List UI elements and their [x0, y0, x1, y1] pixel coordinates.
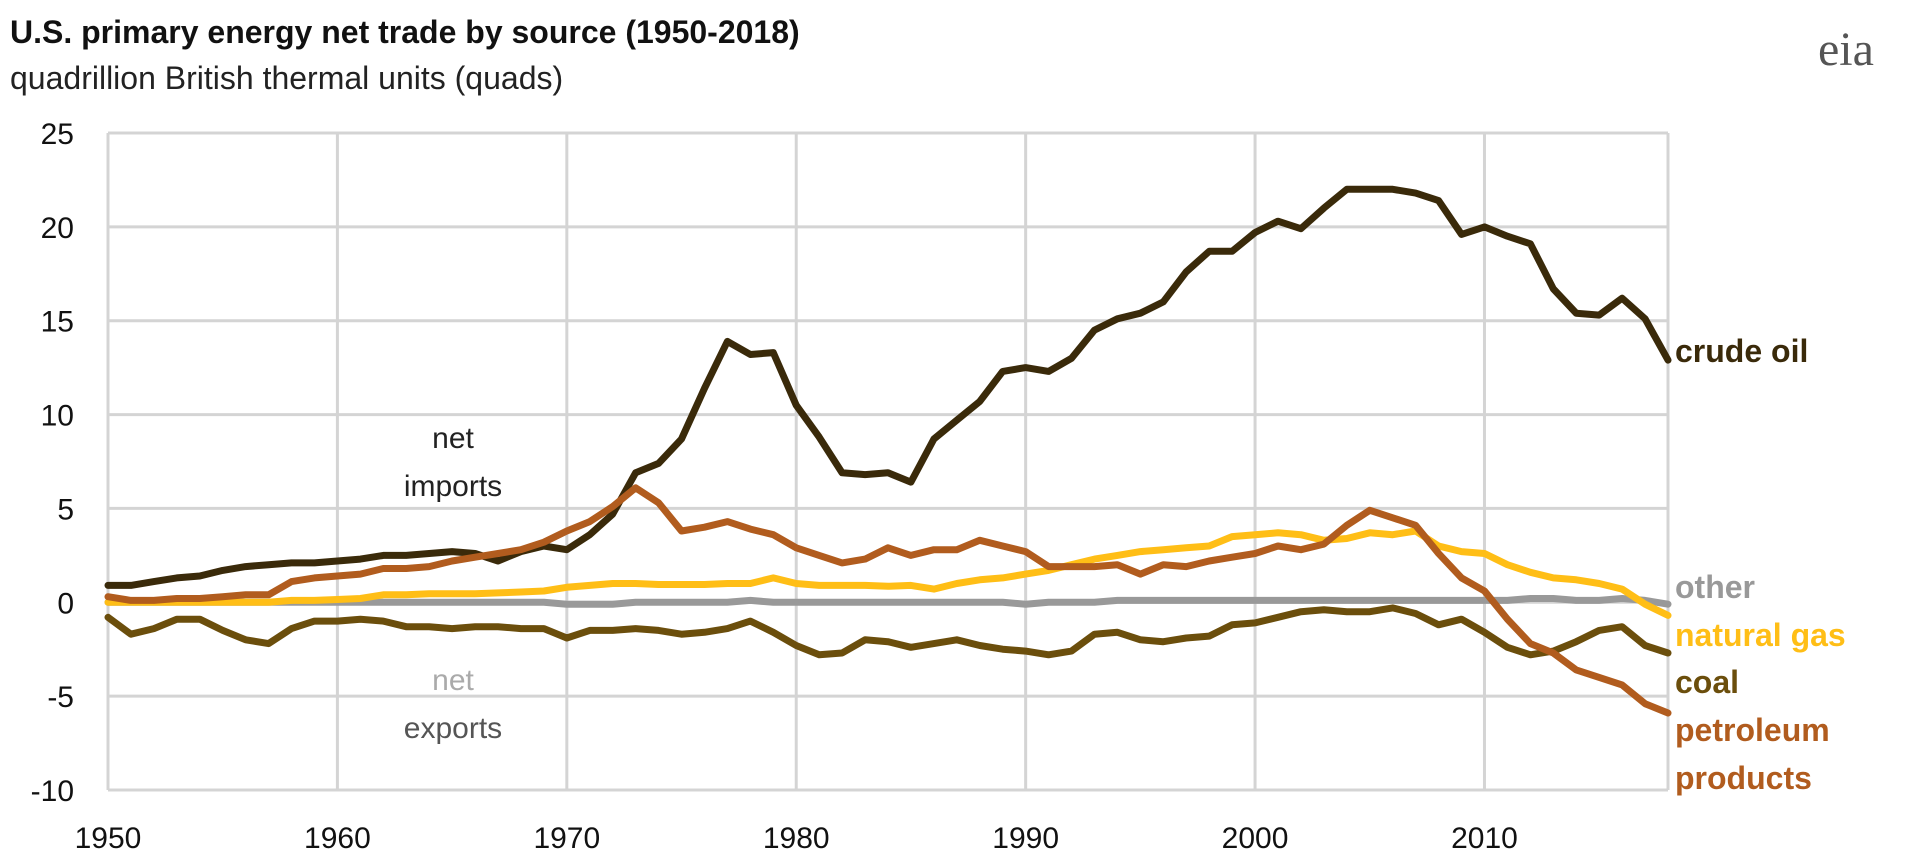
x-tick-label: 1950	[75, 822, 142, 855]
y-tick-label: 0	[57, 587, 74, 620]
y-tick-label: 20	[41, 212, 74, 245]
chart-title: U.S. primary energy net trade by source …	[10, 14, 800, 50]
y-tick-label: 10	[41, 400, 74, 433]
series-line-petroleum-products	[104, 484, 1672, 717]
y-tick-label: 5	[57, 493, 74, 526]
series-line-crude-oil	[104, 185, 1672, 589]
y-tick-label: 15	[41, 306, 74, 339]
x-tick-label: 1990	[992, 822, 1059, 855]
annotation-net-imports: net	[432, 422, 474, 455]
x-tick-label: 1970	[533, 822, 600, 855]
series-label-other: other	[1675, 569, 1755, 605]
annotation-net-exports: exports	[404, 712, 502, 745]
series-label-coal: coal	[1675, 664, 1739, 700]
x-tick-label: 1960	[304, 822, 371, 855]
series-line-other	[104, 595, 1672, 608]
series-label-petroleum-products: products	[1675, 760, 1812, 796]
series-line-coal	[104, 604, 1672, 659]
annotation-net-imports: imports	[404, 470, 502, 503]
chart-subtitle: quadrillion British thermal units (quads…	[10, 60, 564, 96]
series-label-petroleum-products: petroleum	[1675, 712, 1830, 748]
y-tick-label: -5	[47, 681, 74, 714]
eia-logo: eia	[1818, 23, 1874, 76]
y-tick-label: -10	[31, 775, 74, 808]
x-tick-label: 1980	[763, 822, 830, 855]
x-tick-label: 2000	[1222, 822, 1289, 855]
y-tick-label: 25	[41, 118, 74, 151]
annotation-net-exports: net	[432, 664, 474, 697]
series-label-crude-oil: crude oil	[1675, 333, 1808, 369]
series-line-natural-gas	[104, 527, 1672, 619]
series-label-natural-gas: natural gas	[1675, 617, 1846, 653]
x-tick-label: 2010	[1451, 822, 1518, 855]
